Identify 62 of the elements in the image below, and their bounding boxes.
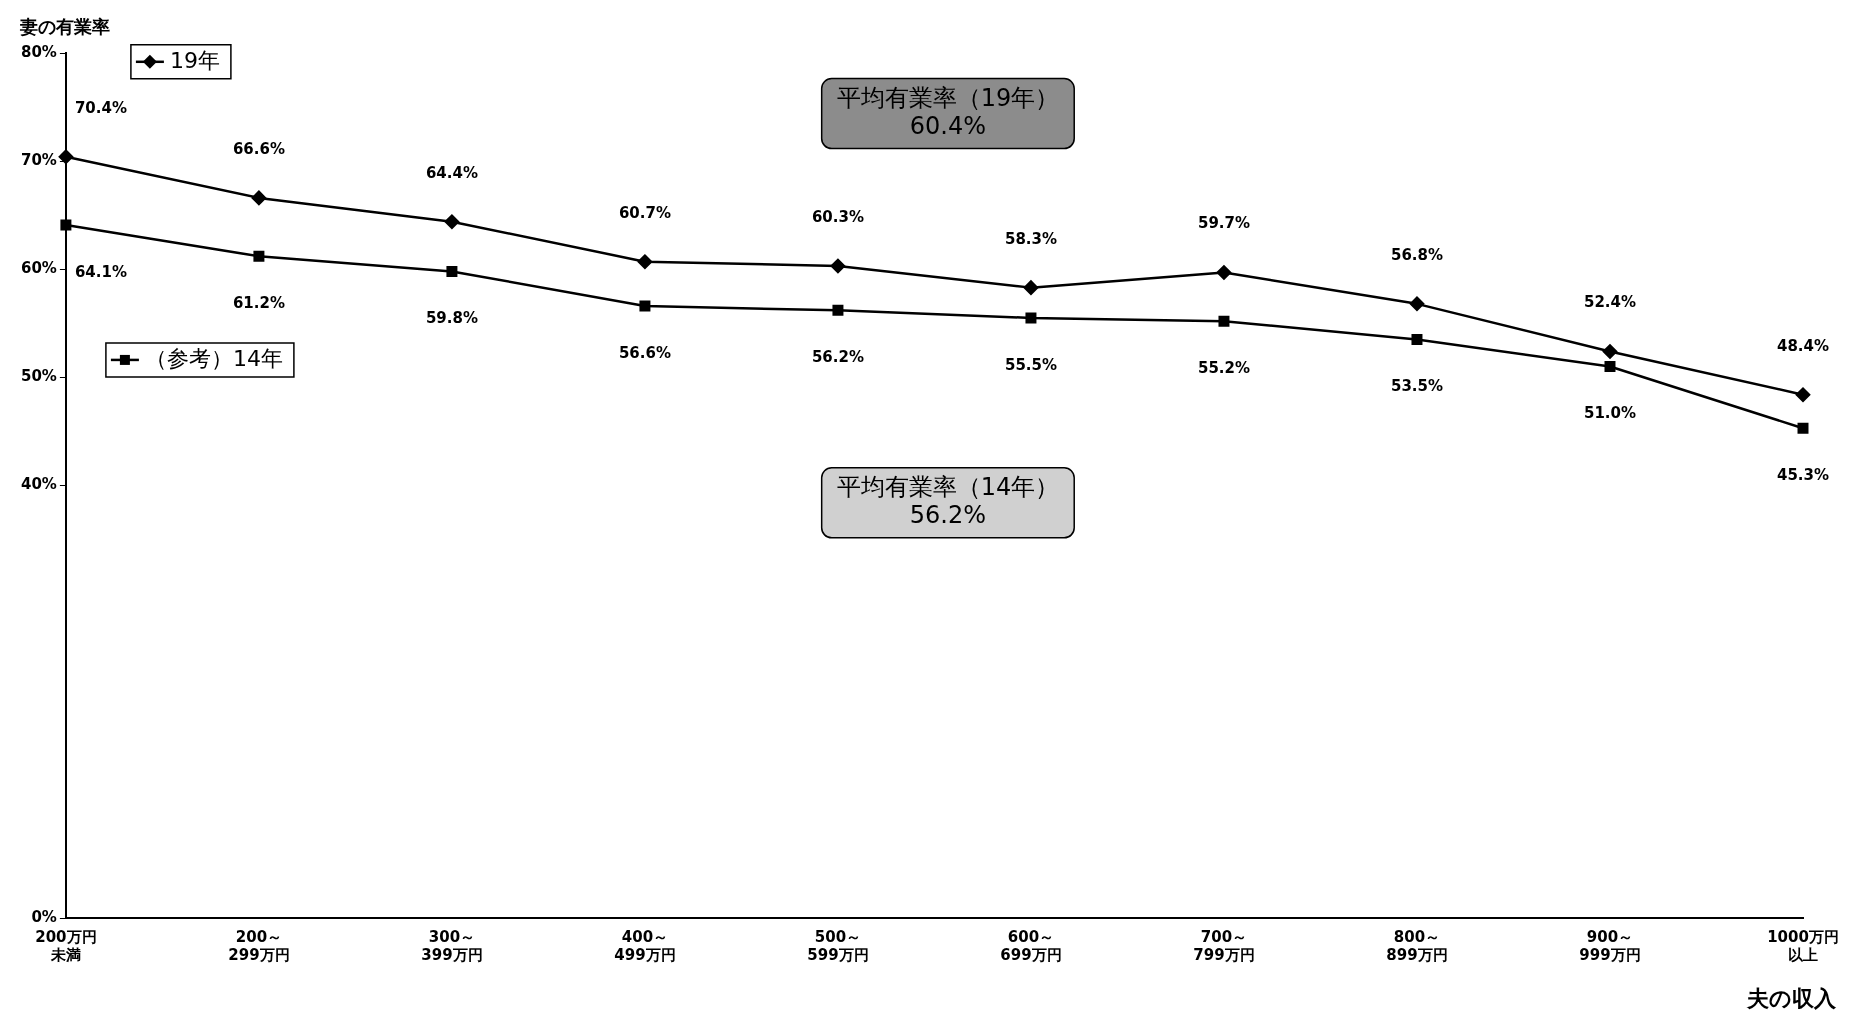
point xyxy=(1795,387,1811,402)
point xyxy=(1025,312,1037,324)
x-tick-label: 700～799万円 xyxy=(1193,927,1255,964)
point xyxy=(1216,265,1232,280)
x-tick-label: 200～299万円 xyxy=(228,927,290,964)
point xyxy=(637,254,653,269)
point xyxy=(58,149,74,165)
x-tick-label: 500～599万円 xyxy=(807,927,869,964)
data-label: 64.4% xyxy=(425,163,478,182)
data-label: 60.3% xyxy=(811,207,864,226)
data-label: 64.1% xyxy=(74,262,127,281)
x-tick-label: 400～499万円 xyxy=(614,927,676,964)
legend-label: （参考）14年 xyxy=(144,345,283,371)
point xyxy=(446,265,458,277)
annotation: 平均有業率（14年） 56.2% xyxy=(836,473,1060,530)
y-axis-title: 妻の有業率 xyxy=(19,15,110,37)
data-label: 60.7% xyxy=(618,203,671,222)
data-label: 59.8% xyxy=(425,309,478,328)
y-tick-label: 40% xyxy=(21,475,57,494)
y-tick-label: 0% xyxy=(31,907,57,926)
point xyxy=(253,250,265,262)
data-label: 48.4% xyxy=(1776,336,1830,355)
data-label: 51.0% xyxy=(1583,404,1637,423)
data-label: 58.3% xyxy=(1004,229,1057,248)
x-tick-label: 1000万円以上 xyxy=(1767,927,1839,964)
data-label: 56.6% xyxy=(618,343,671,362)
data-label: 56.8% xyxy=(1390,245,1443,264)
x-tick-label: 800～899万円 xyxy=(1386,927,1448,964)
point xyxy=(1604,361,1616,373)
data-label: 66.6% xyxy=(232,139,285,158)
x-tick-label: 900～999万円 xyxy=(1579,927,1641,964)
y-tick-label: 50% xyxy=(21,367,57,386)
point xyxy=(60,219,72,231)
data-label: 59.7% xyxy=(1197,214,1250,233)
point xyxy=(251,190,267,206)
y-tick-label: 80% xyxy=(21,42,57,61)
point xyxy=(1409,296,1425,312)
point xyxy=(639,300,651,312)
point xyxy=(1023,280,1039,295)
point xyxy=(1797,422,1809,434)
legend-label: 19年 xyxy=(169,47,220,73)
data-label: 53.5% xyxy=(1390,377,1443,396)
data-label: 52.4% xyxy=(1583,293,1637,312)
point xyxy=(1411,334,1423,346)
data-label: 56.2% xyxy=(811,348,864,367)
x-tick-label: 300～399万円 xyxy=(421,927,483,964)
data-label: 45.3% xyxy=(1776,466,1830,485)
data-label: 61.2% xyxy=(232,294,285,313)
y-tick-label: 60% xyxy=(21,259,57,278)
x-axis-title: 夫の収入 xyxy=(1746,985,1837,1011)
point xyxy=(830,258,846,274)
annotation: 平均有業率（19年） 60.4% xyxy=(836,83,1060,140)
y-tick-label: 70% xyxy=(21,151,57,170)
point xyxy=(444,214,460,229)
x-tick-label: 200万円未満 xyxy=(35,927,97,964)
data-label: 55.2% xyxy=(1197,359,1250,378)
x-tick-label: 600～699万円 xyxy=(1000,927,1062,964)
point xyxy=(1602,344,1618,359)
data-label: 70.4% xyxy=(74,98,127,117)
point xyxy=(832,304,844,316)
point xyxy=(1218,315,1230,327)
data-label: 55.5% xyxy=(1004,355,1057,374)
